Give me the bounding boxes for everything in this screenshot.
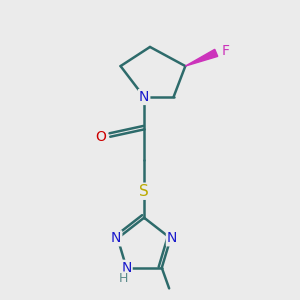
- Text: N: N: [121, 261, 132, 275]
- Text: N: N: [111, 231, 121, 245]
- Text: F: F: [221, 44, 230, 58]
- Text: H: H: [119, 272, 128, 286]
- Text: N: N: [167, 231, 177, 245]
- Text: N: N: [139, 90, 149, 104]
- Text: S: S: [139, 184, 149, 199]
- Polygon shape: [185, 49, 218, 66]
- Text: O: O: [95, 130, 106, 144]
